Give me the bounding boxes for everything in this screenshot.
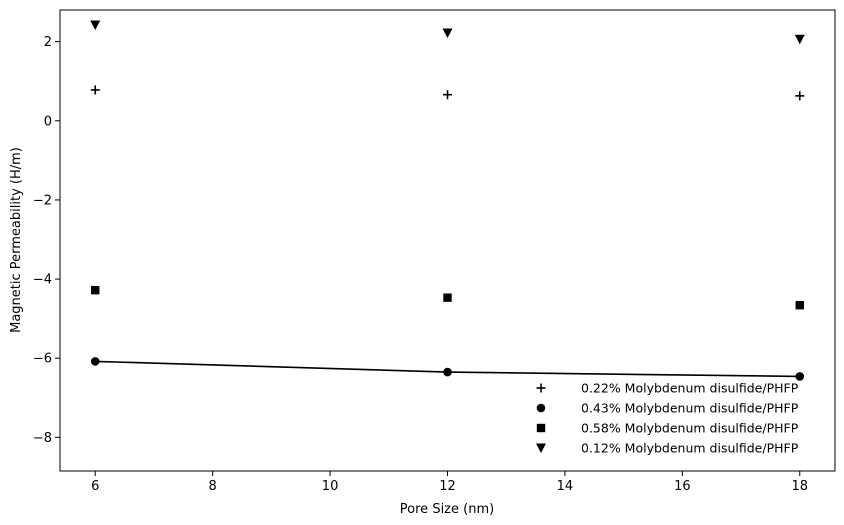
x-tick-label: 18 (791, 479, 808, 494)
data-point-plus (90, 85, 100, 95)
legend-label: 0.22% Molybdenum disulfide/PHFP (581, 381, 799, 396)
x-tick-label: 6 (91, 479, 99, 494)
data-point-square (795, 300, 804, 310)
y-tick-label: −8 (33, 431, 52, 446)
y-tick-label: 2 (44, 35, 52, 50)
axes: 6 8 10 12 14 16 18 −8 −6 −4 −2 0 2 (33, 9, 836, 494)
data-point-triangle-down (442, 28, 453, 38)
x-tick-label: 14 (557, 479, 574, 494)
data-point-square (91, 285, 100, 295)
legend-marker-plus (536, 383, 546, 393)
x-axis-label: Pore Size (nm) (400, 502, 494, 517)
y-tick-label: 0 (44, 114, 52, 129)
data-point-square (443, 293, 452, 302)
y-tick-label: −4 (33, 273, 52, 288)
legend-marker-triangle-down (536, 443, 546, 453)
x-tick-label: 12 (439, 479, 456, 494)
data-point-plus (795, 91, 805, 101)
legend: 0.22% Molybdenum disulfide/PHFP 0.43% Mol… (536, 381, 799, 456)
legend-label: 0.43% Molybdenum disulfide/PHFP (581, 401, 799, 416)
legend-label: 0.12% Molybdenum disulfide/PHFP (581, 441, 799, 456)
data-point-triangle-down (90, 20, 101, 31)
data-marks (90, 20, 805, 381)
x-tick-label: 8 (209, 479, 217, 494)
legend-label: 0.58% Molybdenum disulfide/PHFP (581, 421, 799, 436)
x-tick-label: 16 (674, 479, 691, 494)
legend-marker-circle (536, 403, 546, 413)
data-point-circle (795, 372, 805, 381)
y-tick-label: −2 (33, 193, 52, 208)
y-axis-label: Magnetic Permeability (H/m) (9, 147, 24, 333)
y-tick-label: −6 (33, 352, 52, 367)
data-point-circle (443, 367, 452, 377)
legend-marker-square (536, 423, 546, 433)
x-tick-label: 10 (322, 479, 339, 494)
data-point-circle (90, 357, 100, 366)
data-point-triangle-down (794, 34, 805, 45)
data-point-plus (443, 90, 452, 100)
